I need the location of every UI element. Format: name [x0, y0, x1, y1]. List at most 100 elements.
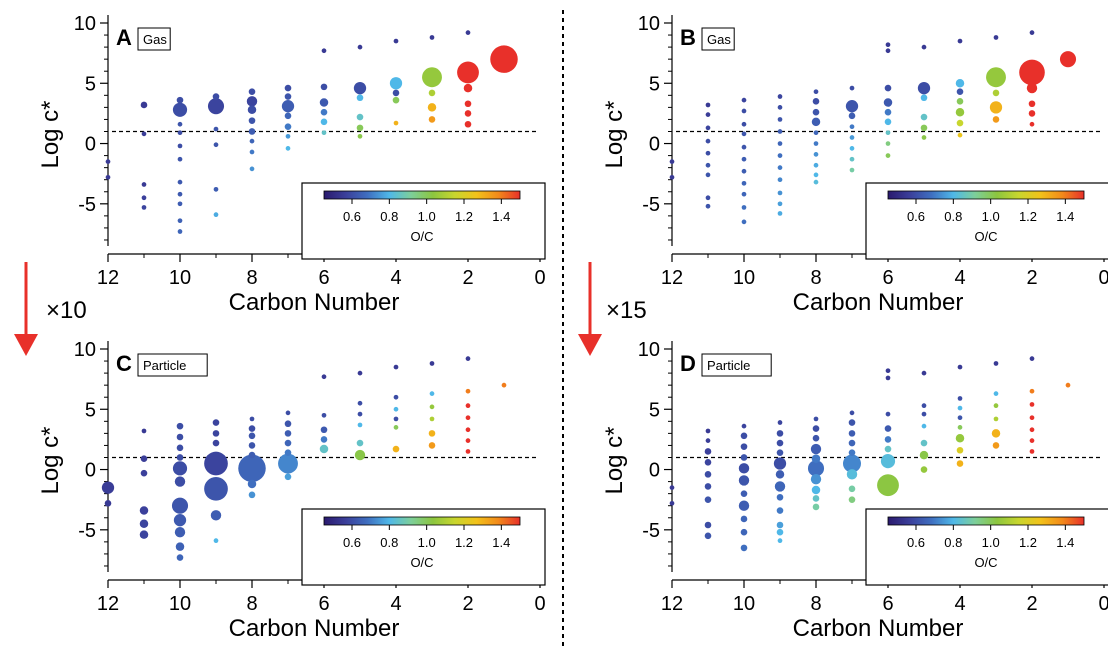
- data-point: [392, 445, 400, 453]
- data-point: [993, 391, 999, 396]
- colorbar-tick-label: 1.0: [982, 535, 1000, 550]
- x-tick-label: 12: [97, 593, 119, 615]
- data-point: [248, 442, 256, 449]
- data-point: [249, 138, 255, 144]
- colorbar-tick-label: 1.2: [1019, 209, 1037, 224]
- data-point: [204, 476, 228, 501]
- data-point: [957, 415, 963, 421]
- data-point: [140, 469, 148, 477]
- colorbar-tick-label: 1.2: [1019, 535, 1037, 550]
- x-tick-label: 8: [810, 593, 821, 615]
- data-point: [213, 212, 219, 218]
- data-point: [429, 35, 435, 40]
- data-point: [428, 430, 436, 437]
- data-point: [957, 132, 963, 138]
- data-point: [207, 98, 225, 115]
- data-point: [1029, 415, 1035, 421]
- data-point: [1029, 449, 1035, 454]
- data-point: [957, 425, 963, 430]
- data-point: [176, 422, 184, 430]
- data-point: [956, 88, 964, 96]
- x-tick-label: 4: [954, 267, 965, 289]
- y-tick-label: 10: [74, 339, 96, 361]
- data-point: [422, 67, 442, 88]
- panel-tag: Particle: [143, 358, 186, 373]
- data-point: [1019, 59, 1045, 86]
- data-point: [957, 364, 963, 370]
- data-point: [392, 96, 400, 104]
- data-point: [848, 449, 856, 456]
- x-tick-label: 0: [1098, 267, 1108, 289]
- data-point: [812, 108, 820, 116]
- data-point: [813, 141, 819, 146]
- data-point: [989, 101, 1003, 114]
- data-point: [278, 453, 298, 474]
- data-point: [813, 179, 819, 185]
- data-point: [884, 108, 892, 116]
- y-tick-label: 0: [649, 134, 660, 156]
- data-point: [141, 195, 147, 201]
- data-point: [885, 141, 891, 146]
- data-point: [956, 446, 964, 454]
- data-point: [172, 461, 188, 476]
- x-tick-label: 2: [1026, 267, 1037, 289]
- data-point: [740, 432, 748, 440]
- data-point: [885, 368, 891, 374]
- colorbar-gradient: [323, 190, 521, 200]
- data-point: [848, 430, 856, 437]
- data-point: [320, 436, 328, 443]
- data-point: [883, 98, 893, 107]
- data-point: [777, 94, 783, 99]
- data-point: [885, 42, 891, 48]
- y-axis-label: Log c*: [601, 100, 628, 168]
- data-point: [393, 38, 399, 44]
- data-point: [920, 94, 928, 102]
- data-point: [393, 364, 399, 370]
- data-point: [705, 162, 711, 168]
- panel-letter: A: [116, 25, 132, 50]
- data-point: [465, 356, 471, 361]
- panel-letter: D: [680, 351, 696, 376]
- y-axis-label: Log c*: [37, 426, 64, 494]
- data-point: [464, 100, 472, 108]
- x-tick-label: 12: [661, 593, 683, 615]
- x-tick-label: 12: [97, 267, 119, 289]
- data-point: [741, 121, 747, 127]
- data-point: [776, 430, 784, 437]
- data-point: [813, 416, 819, 422]
- data-point: [175, 542, 185, 551]
- x-tick-label: 10: [733, 593, 755, 615]
- y-axis-label: Log c*: [601, 426, 628, 494]
- data-point: [811, 485, 821, 495]
- data-point: [669, 500, 675, 506]
- data-point: [177, 191, 183, 197]
- colorbar-tick-label: 0.6: [907, 535, 925, 550]
- data-point: [173, 514, 187, 527]
- data-point: [777, 105, 783, 110]
- panel-tag-box: [701, 27, 735, 51]
- colorbar-tick-label: 0.8: [380, 535, 398, 550]
- data-point: [921, 411, 927, 417]
- data-point: [704, 521, 712, 529]
- y-tick-label: -5: [78, 194, 96, 216]
- data-point: [740, 528, 748, 536]
- data-point: [212, 93, 220, 100]
- data-point: [285, 146, 291, 151]
- y-tick-label: -5: [642, 194, 660, 216]
- data-point: [741, 205, 747, 210]
- data-point: [320, 426, 328, 434]
- x-tick-label: 2: [1026, 593, 1037, 615]
- y-tick-label: 0: [85, 460, 96, 482]
- panel-b: 10 5 0 -5 12 10 8 6 4 2 0 Carbon Number Log c* B Gas 0.…: [601, 13, 1108, 316]
- data-point: [105, 174, 111, 180]
- data-point: [248, 128, 256, 135]
- data-point: [356, 124, 364, 132]
- factor-arrow-right: ×15: [578, 262, 647, 356]
- data-point: [501, 382, 507, 388]
- data-point: [740, 515, 748, 523]
- data-point: [775, 470, 785, 479]
- data-point: [704, 471, 712, 478]
- data-point: [139, 530, 149, 539]
- data-point: [176, 444, 184, 452]
- data-point: [848, 419, 856, 426]
